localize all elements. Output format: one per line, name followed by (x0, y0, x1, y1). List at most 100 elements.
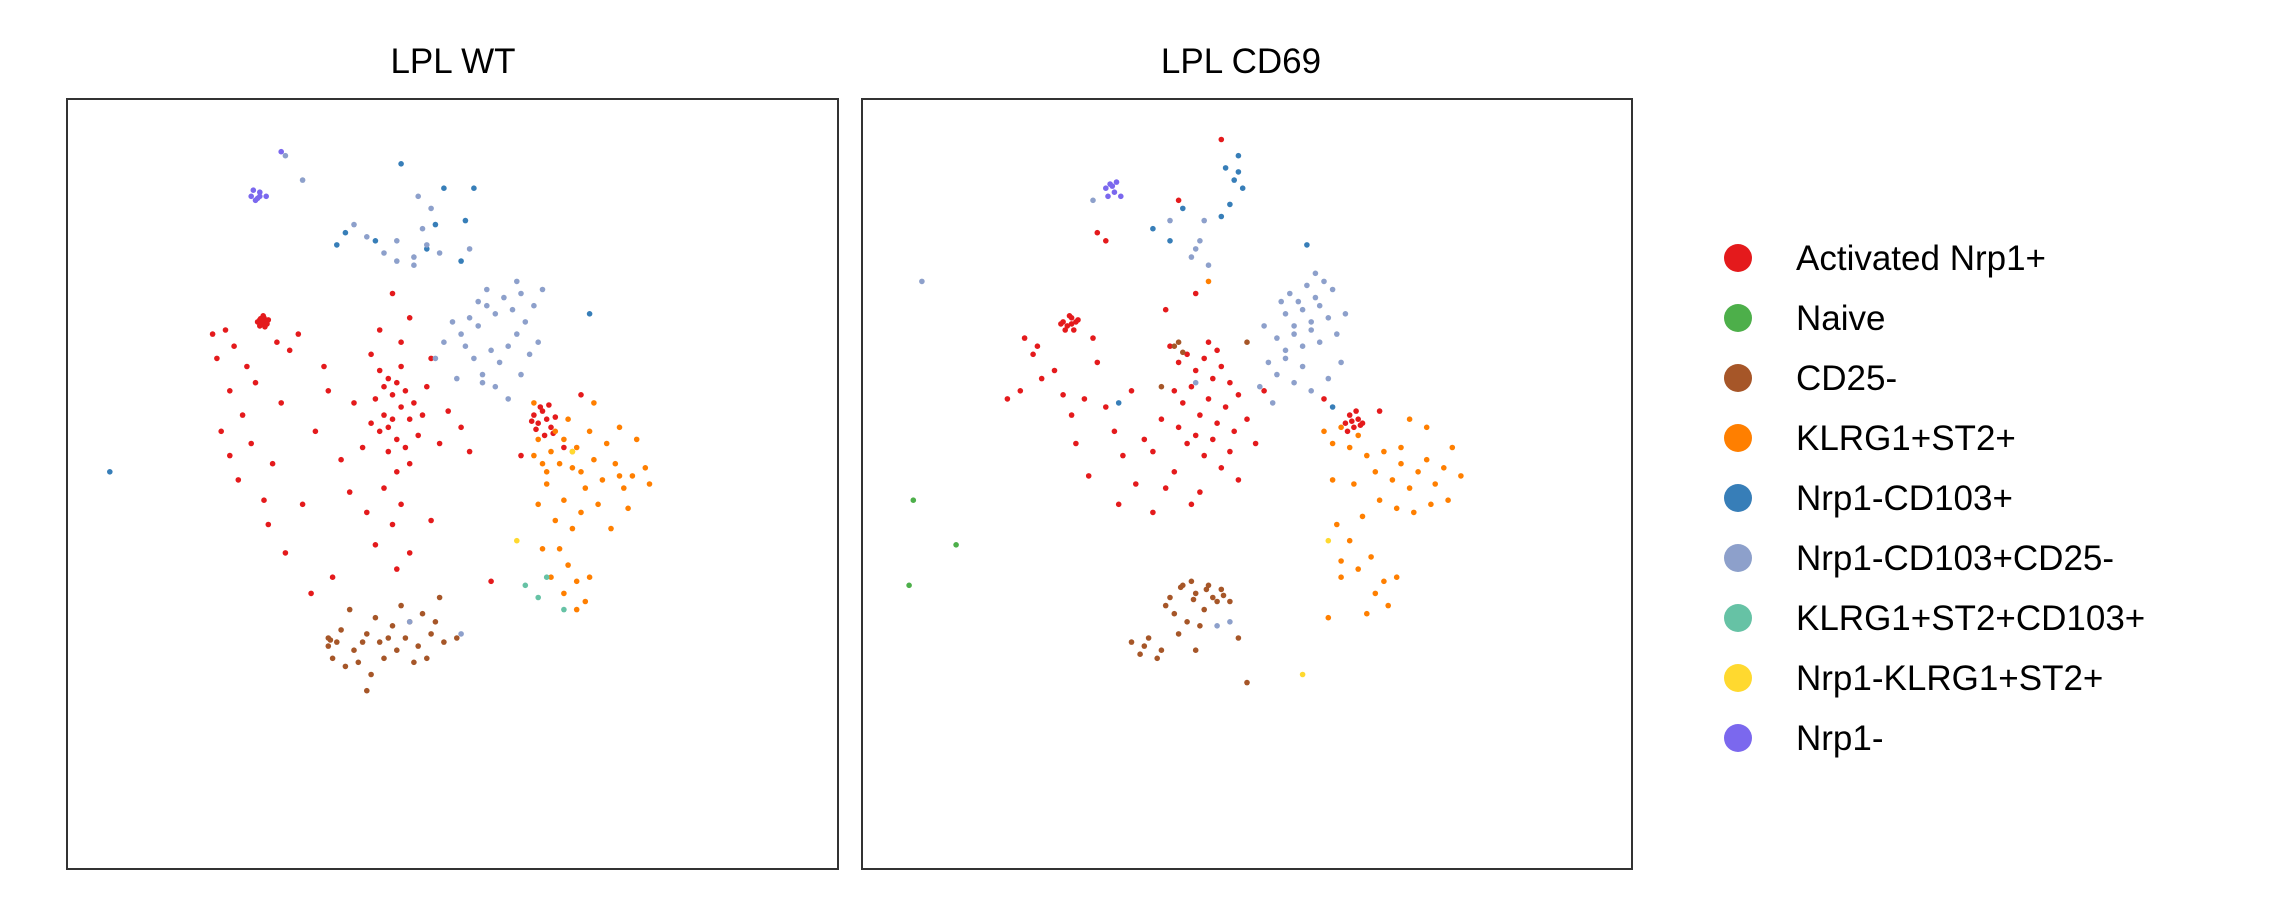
legend-item: KLRG1+ST2+CD103+ (1724, 599, 2145, 638)
data-point (1334, 521, 1340, 528)
data-point (582, 485, 589, 491)
data-point (1325, 537, 1332, 544)
data-point (1205, 278, 1212, 285)
data-point (1389, 477, 1396, 483)
data-point (1115, 501, 1122, 508)
data-point (257, 189, 263, 195)
data-point (385, 448, 392, 455)
data-point (1177, 584, 1184, 591)
data-point (1180, 349, 1186, 356)
data-point (518, 371, 524, 378)
data-point (389, 416, 396, 423)
data-point (646, 481, 653, 487)
data-point (548, 424, 554, 431)
data-point (466, 448, 473, 455)
data-point (264, 321, 270, 327)
data-point (561, 497, 567, 504)
data-point (274, 339, 280, 346)
data-point (381, 485, 387, 491)
data-point (1432, 481, 1438, 487)
data-point (372, 396, 379, 402)
data-point (1304, 242, 1310, 248)
data-point (1282, 311, 1289, 317)
data-point (1338, 424, 1344, 431)
data-point (376, 428, 383, 435)
data-point (1214, 347, 1220, 354)
data-point (586, 428, 593, 435)
data-point (910, 497, 917, 504)
legend-marker (1724, 544, 1752, 572)
data-point (509, 306, 516, 313)
data-point (286, 347, 293, 354)
data-point (218, 428, 224, 435)
data-point (1244, 679, 1250, 686)
data-point (518, 452, 524, 459)
data-point (406, 315, 413, 321)
data-point (445, 408, 452, 414)
data-point (552, 428, 559, 435)
data-point (1244, 416, 1250, 423)
data-point (1192, 246, 1199, 252)
data-point (578, 469, 584, 475)
data-point (539, 286, 546, 293)
data-point (1291, 331, 1297, 337)
data-point (543, 481, 550, 487)
data-point (1291, 323, 1297, 329)
data-point (1158, 383, 1165, 390)
data-point (561, 444, 567, 451)
data-point (282, 152, 289, 159)
data-point (1214, 420, 1220, 427)
data-point (1308, 388, 1314, 394)
data-point (1197, 238, 1203, 244)
legend-item: Nrp1-CD103+CD25- (1724, 539, 2114, 578)
data-point (1073, 440, 1079, 447)
data-point (565, 562, 571, 568)
data-point (351, 647, 357, 653)
data-point (381, 655, 387, 662)
data-point (1295, 298, 1302, 305)
data-point (1257, 383, 1263, 390)
data-point (1372, 469, 1379, 475)
data-point (1398, 444, 1404, 451)
data-point (1192, 290, 1199, 297)
series-klrg1-st2-cd103- (522, 574, 567, 613)
data-point (355, 659, 362, 666)
data-point (398, 363, 404, 370)
data-point (561, 590, 567, 597)
data-point (312, 428, 319, 435)
data-point (385, 635, 392, 641)
data-point (569, 525, 576, 532)
data-point (1004, 396, 1011, 402)
data-point (1113, 179, 1120, 185)
data-point (573, 578, 580, 585)
data-point (1235, 152, 1242, 159)
data-point (1201, 606, 1207, 613)
data-point (1282, 355, 1289, 362)
data-point (1269, 400, 1276, 406)
data-point (539, 460, 546, 467)
data-point (398, 161, 404, 167)
data-point (1349, 418, 1355, 425)
data-point (1372, 590, 1379, 597)
data-point (299, 177, 306, 183)
data-point (1188, 254, 1195, 260)
data-point (428, 517, 434, 524)
series-nrp1-cd103-cd25- (919, 197, 1349, 629)
data-point (1415, 469, 1421, 475)
data-point (1203, 586, 1210, 593)
data-point (1376, 497, 1383, 504)
data-point (621, 485, 627, 491)
data-point (1085, 473, 1092, 479)
data-point (1329, 286, 1336, 293)
data-point (475, 323, 482, 329)
series-klrg1-st2- (531, 400, 653, 613)
data-point (1105, 193, 1111, 200)
series-nrp1-klrg1-st2- (1299, 537, 1332, 678)
data-point (535, 594, 541, 601)
data-point (227, 452, 233, 459)
data-point (436, 594, 443, 601)
data-point (389, 521, 396, 528)
data-point (1299, 343, 1306, 350)
legend: Activated Nrp1+ Naive CD25- KLRG1+ST2+ Nrp1-… (1724, 239, 2145, 758)
data-point (263, 193, 270, 200)
